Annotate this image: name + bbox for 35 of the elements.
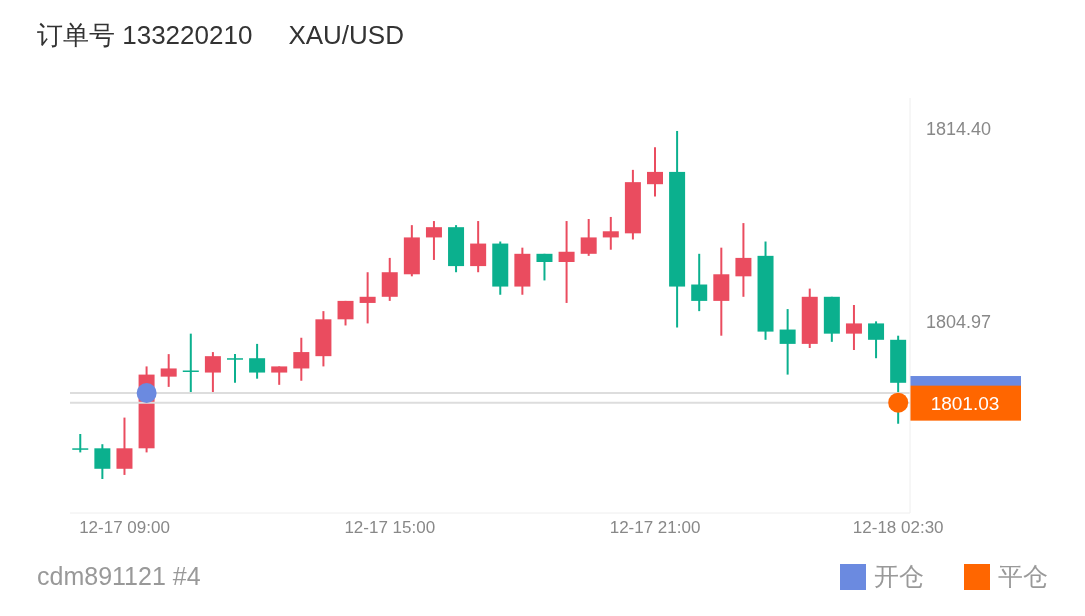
legend-label: 开仓 [874,561,924,592]
candlestick [425,220,442,261]
candlestick [845,303,862,352]
candlestick [868,320,885,360]
candlestick [227,353,243,384]
candlestick [691,252,708,313]
x-tick-label: 12-17 21:00 [609,518,701,538]
ref-line-label: 1801.03 [930,392,1000,414]
candlestick [558,220,575,304]
candlestick [94,443,111,481]
candlestick [359,271,376,325]
candlestick [116,416,133,476]
candlestick [580,218,597,257]
candlestick [602,215,619,251]
candlestick [647,146,663,198]
chart-subtitle: XAU/USD [288,20,404,50]
candlestick [337,299,354,327]
text: cdm891121 #4 [37,562,201,591]
candlestick [470,220,487,274]
candlestick [72,432,89,454]
candlestick [735,222,752,298]
candlestick [536,252,553,282]
candlestick [249,342,266,380]
candlestick [160,353,177,388]
candlestick [779,308,796,376]
legend-label: 平仓 [998,561,1048,592]
candlestick [204,351,221,395]
x-tick-label: 12-17 15:00 [344,518,436,538]
y-tick-label: 1804.97 [926,312,992,333]
x-tick-label: 12-18 02:30 [852,518,944,538]
chart-title: 订单号 133220210 [37,20,253,50]
y-tick-label: 1814.40 [926,119,992,140]
candlestick [293,336,310,382]
x-tick-label: 12-17 09:00 [79,518,170,538]
candlestick [271,365,288,386]
